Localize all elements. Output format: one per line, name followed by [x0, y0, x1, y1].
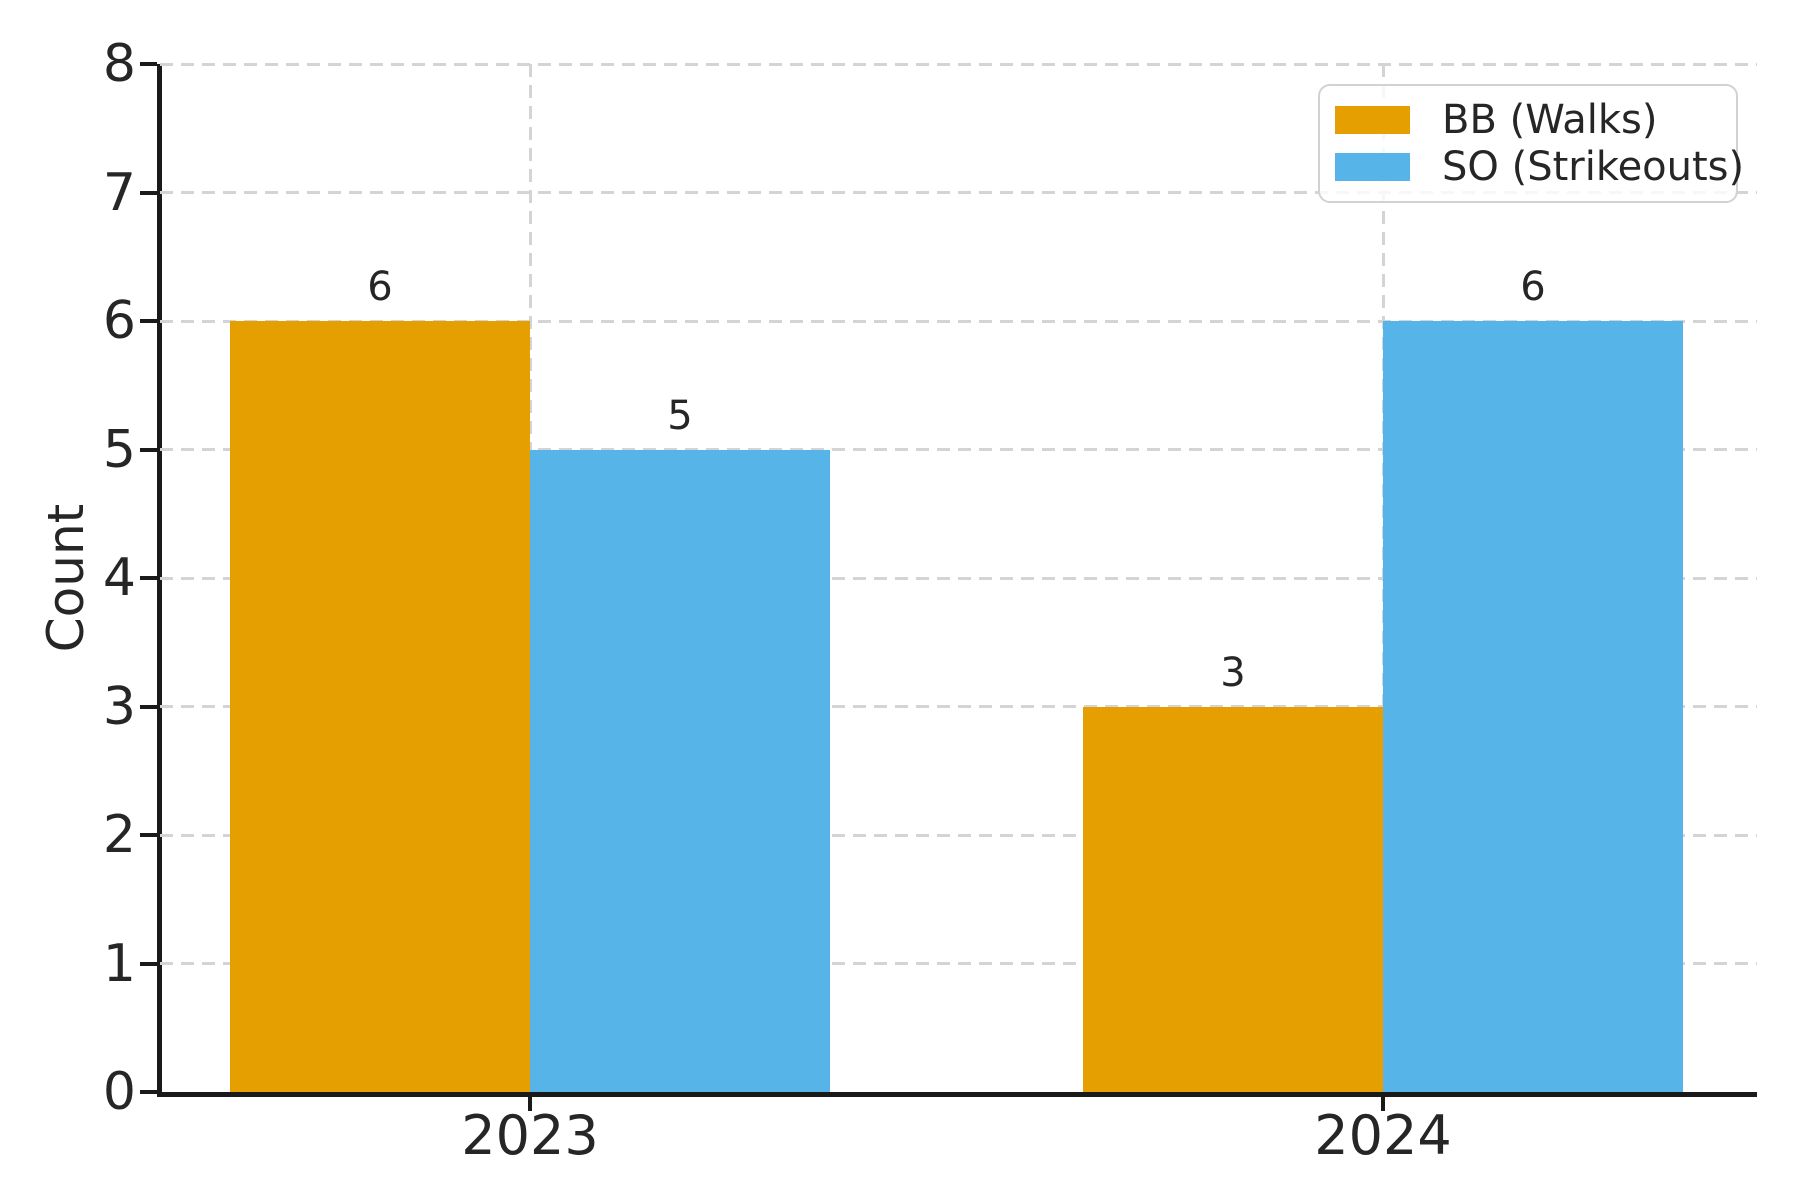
bar-so-2023	[530, 449, 830, 1092]
bar-value-label: 3	[1220, 649, 1246, 696]
y-tick-label: 7	[102, 162, 136, 223]
y-axis-tick	[140, 576, 157, 580]
bar-so-2024	[1383, 321, 1683, 1092]
legend-swatch-so-strikeouts	[1335, 153, 1410, 181]
plot-area: 6 3 5 6 BB (Walks) SO (Strikeouts) 0 1 2 3 4 5 6 7…	[103, 38, 1757, 1167]
y-tick-label: 1	[102, 933, 136, 994]
bar-value-label: 5	[667, 392, 693, 439]
legend-label-so-strikeouts: SO (Strikeouts)	[1442, 144, 1745, 190]
legend-label-bb-walks: BB (Walks)	[1442, 97, 1658, 143]
y-axis-tick	[140, 319, 157, 323]
gridline-horizontal	[160, 576, 1757, 580]
legend-item-so: SO (Strikeouts)	[1335, 147, 1744, 187]
gridline-horizontal	[160, 705, 1757, 708]
y-tick-label: 3	[102, 676, 136, 737]
y-axis-spine	[157, 64, 162, 1097]
bar-bb-2023	[230, 321, 530, 1092]
bar-value-label: 6	[1520, 264, 1546, 310]
gridline-horizontal	[160, 833, 1757, 837]
x-axis-spine	[157, 1092, 1757, 1097]
y-axis-tick	[140, 62, 157, 66]
bar-bb-2024	[1083, 706, 1383, 1092]
y-tick-label: 8	[102, 34, 136, 94]
x-axis-tick	[528, 1092, 532, 1111]
x-tick-label: 2024	[1314, 1104, 1452, 1167]
legend-item-bb: BB (Walks)	[1335, 100, 1721, 140]
y-axis-tick	[140, 447, 157, 452]
gridline-horizontal	[160, 319, 1757, 323]
y-axis-tick	[140, 833, 157, 837]
gridline-horizontal	[160, 62, 1757, 66]
y-axis-tick	[140, 961, 157, 966]
x-axis-tick	[1381, 1092, 1385, 1111]
gridline-horizontal	[160, 962, 1757, 965]
legend-swatch-bb-walks	[1335, 106, 1410, 134]
y-axis-tick	[140, 704, 157, 709]
y-axis-title: Count	[37, 503, 95, 653]
bar-value-label: 6	[367, 264, 393, 310]
gridline-horizontal	[160, 191, 1757, 194]
x-tick-label: 2023	[461, 1104, 599, 1167]
legend: BB (Walks) SO (Strikeouts)	[1318, 84, 1744, 203]
y-tick-label: 5	[102, 419, 136, 480]
y-axis-tick	[140, 1090, 157, 1094]
y-axis-tick	[140, 190, 157, 195]
y-tick-label: 0	[102, 1062, 136, 1122]
y-tick-label: 4	[102, 548, 136, 608]
gridline-horizontal	[160, 448, 1757, 451]
y-tick-label: 6	[102, 291, 136, 351]
y-tick-label: 2	[102, 805, 136, 865]
